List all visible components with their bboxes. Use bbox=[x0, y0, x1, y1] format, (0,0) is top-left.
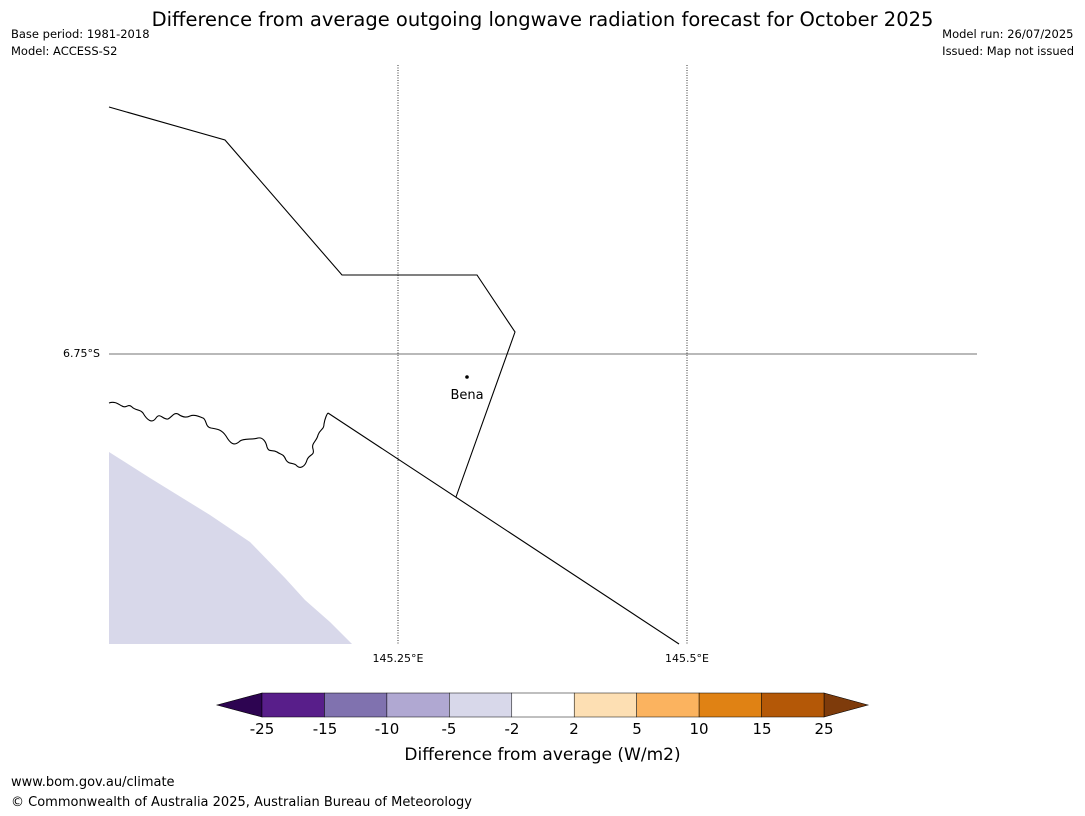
colorbar-segment bbox=[324, 692, 388, 718]
model-text: Model: ACCESS-S2 bbox=[11, 44, 118, 58]
colorbar-tick: -5 bbox=[441, 720, 457, 738]
colorbar-segment bbox=[573, 692, 637, 718]
colorbar-segment bbox=[698, 692, 762, 718]
river-line bbox=[108, 401, 329, 468]
province-boundary-north bbox=[108, 106, 516, 498]
footer-copyright: © Commonwealth of Australia 2025, Austra… bbox=[11, 795, 472, 810]
bena-marker bbox=[465, 375, 469, 379]
header-left: Base period: 1981-2018 Model: ACCESS-S2 bbox=[11, 26, 150, 60]
colorbar-tick: -2 bbox=[504, 720, 520, 738]
lon-label-145-25: 145.25°E bbox=[372, 652, 424, 665]
colorbar-extend-high bbox=[823, 692, 870, 718]
colorbar-segment bbox=[761, 692, 825, 718]
colorbar-tick: 5 bbox=[632, 720, 642, 738]
colorbar-segment bbox=[449, 692, 513, 718]
colorbar-tick: 2 bbox=[569, 720, 579, 738]
colorbar-extend-low bbox=[215, 692, 263, 718]
colorbar-tick: 25 bbox=[814, 720, 834, 738]
bena-label: Bena bbox=[450, 388, 484, 403]
colorbar-tick: -25 bbox=[249, 720, 275, 738]
colorbar-tick: 15 bbox=[752, 720, 772, 738]
footer-url: www.bom.gov.au/climate bbox=[11, 775, 175, 790]
forecast-shading-area bbox=[109, 452, 352, 644]
colorbar-segment bbox=[636, 692, 700, 718]
colorbar bbox=[215, 692, 870, 718]
colorbar-segment bbox=[261, 692, 325, 718]
lon-label-145-5: 145.5°E bbox=[665, 652, 709, 665]
colorbar-tick: -15 bbox=[312, 720, 338, 738]
colorbar-tick: 10 bbox=[689, 720, 709, 738]
colorbar-tick: -10 bbox=[374, 720, 400, 738]
base-period-text: Base period: 1981-2018 bbox=[11, 27, 150, 41]
colorbar-segment bbox=[386, 692, 450, 718]
colorbar-segment bbox=[511, 692, 575, 718]
header-right: Model run: 26/07/2025 Issued: Map not is… bbox=[942, 26, 1074, 60]
province-boundary-south bbox=[327, 412, 680, 645]
colorbar-title: Difference from average (W/m2) bbox=[404, 745, 681, 765]
lat-label: 6.75°S bbox=[63, 347, 100, 360]
model-run-text: Model run: 26/07/2025 bbox=[942, 27, 1074, 41]
map-title: Difference from average outgoing longwav… bbox=[151, 8, 934, 31]
issued-text: Issued: Map not issued bbox=[942, 44, 1074, 58]
